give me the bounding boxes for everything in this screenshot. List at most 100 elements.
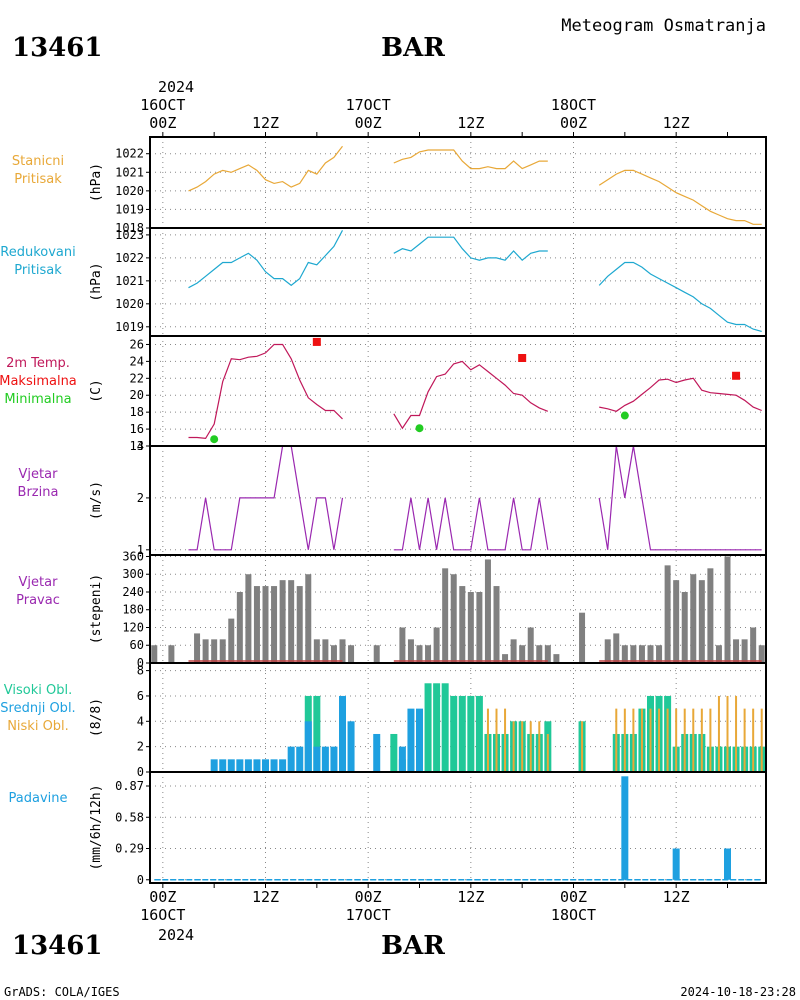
y-tick-label: 1021 [115, 165, 144, 179]
direction-bar [656, 645, 663, 663]
panel-frame [149, 445, 767, 556]
cloud-low-bar [649, 708, 652, 772]
cloud-high-bar [475, 695, 483, 772]
cloud-low-bar [700, 708, 703, 772]
cloud-mid-bar [339, 695, 346, 772]
direction-bar [168, 645, 175, 663]
cloud-low-bar [735, 695, 738, 772]
direction-bar [442, 568, 449, 663]
series-line [188, 145, 343, 192]
bottom-time-tick-label: 00Z [355, 888, 382, 906]
y-axis-label: (stepeni) [89, 574, 104, 644]
direction-bar [493, 586, 500, 663]
y-tick-label: 14 [130, 439, 144, 453]
direction-bar [758, 645, 765, 663]
panel-temperature [146, 335, 767, 447]
y-tick-label: 1019 [115, 202, 144, 216]
cloud-low-bar [683, 708, 686, 772]
cloud-low-bar [658, 708, 661, 772]
cloud-high-bar [441, 683, 449, 772]
y-axis-label: (hPa) [89, 262, 104, 301]
cloud-mid-bar [287, 746, 295, 772]
direction-bar [527, 627, 534, 663]
y-tick-label: 0.29 [115, 842, 144, 856]
panel-wind_direction [146, 554, 767, 664]
bottom-day-label: 18OCT [551, 906, 596, 924]
direction-bar [279, 580, 286, 663]
direction-bar [202, 639, 209, 663]
direction-bar [510, 639, 517, 663]
direction-bar [313, 639, 320, 663]
cloud-low-bar [623, 708, 626, 772]
footer-timestamp: 2024-10-18-23:28 [680, 985, 796, 999]
direction-bar [262, 586, 269, 663]
direction-bar [579, 612, 586, 663]
tmin-marker [415, 424, 424, 433]
direction-bar [681, 591, 688, 663]
panel-label: Vjetar [19, 467, 59, 482]
direction-bar [613, 633, 620, 663]
direction-bar [288, 580, 295, 663]
direction-bar [690, 574, 697, 663]
panel-station_pressure [146, 136, 767, 229]
direction-bar [484, 559, 491, 663]
station-name-bottom: BAR [381, 931, 445, 961]
direction-bar [194, 633, 201, 663]
cloud-low-bar [709, 708, 712, 772]
cloud-low-bar [717, 695, 720, 772]
direction-bar [330, 645, 337, 663]
direction-bar [450, 574, 457, 663]
top-time-tick-label: 12Z [252, 114, 279, 132]
cloud-mid-bar [210, 759, 218, 772]
cloud-low-bar [726, 695, 729, 772]
top-time-tick-label: 12Z [457, 114, 484, 132]
bottom-time-tick-label: 00Z [149, 888, 176, 906]
cloud-mid-bar [236, 759, 244, 772]
cloud-low-bar [743, 708, 746, 772]
top-day-label: 16OCT [140, 96, 185, 114]
panel-label: Vjetar [19, 575, 59, 590]
y-tick-label: 0.58 [115, 810, 144, 824]
direction-bar [211, 639, 218, 663]
y-tick-label: 1019 [115, 320, 144, 334]
cloud-low-bar [546, 733, 549, 772]
cloud-high-bar [390, 733, 398, 772]
direction-bar [638, 645, 645, 663]
tmax-marker [312, 337, 321, 346]
y-tick-label: 2 [137, 740, 144, 754]
panel-label: Srednji Obl. [0, 701, 75, 716]
direction-bar [245, 574, 252, 663]
top-day-label: 17OCT [346, 96, 391, 114]
cloud-mid-bar [304, 721, 312, 772]
panel-reduced_pressure [146, 227, 767, 337]
direction-bar [416, 645, 423, 663]
cloud-high-bar [424, 683, 432, 772]
top-time-tick-label: 00Z [149, 114, 176, 132]
tmax-marker [518, 354, 527, 362]
direction-bar [536, 645, 543, 663]
cloud-low-bar [495, 708, 498, 772]
y-tick-label: 2 [137, 491, 144, 505]
y-tick-label: 1022 [115, 251, 144, 265]
top-time-tick-label: 00Z [355, 114, 382, 132]
cloud-mid-bar [279, 759, 287, 772]
top-year-label: 2024 [158, 78, 194, 96]
product-title: Meteogram Osmatranja [561, 16, 766, 36]
direction-bar [407, 639, 414, 663]
y-tick-label: 1020 [115, 297, 144, 311]
cloud-low-bar [675, 708, 678, 772]
panel-wind_speed [146, 445, 767, 556]
y-tick-label: 1023 [115, 228, 144, 242]
cloud-mid-bar [416, 708, 423, 772]
bottom-time-tick-label: 12Z [457, 888, 484, 906]
bottom-time-tick-label: 12Z [663, 888, 690, 906]
cloud-high-bar [458, 695, 466, 772]
panel-cloud_cover [146, 662, 767, 773]
cloud-low-bar [581, 721, 584, 772]
panel-frame [149, 335, 767, 447]
y-axis-label: (C) [89, 379, 104, 402]
direction-bar [544, 645, 551, 663]
direction-bar [373, 645, 380, 663]
y-tick-label: 24 [130, 354, 144, 368]
series-line [598, 261, 762, 332]
